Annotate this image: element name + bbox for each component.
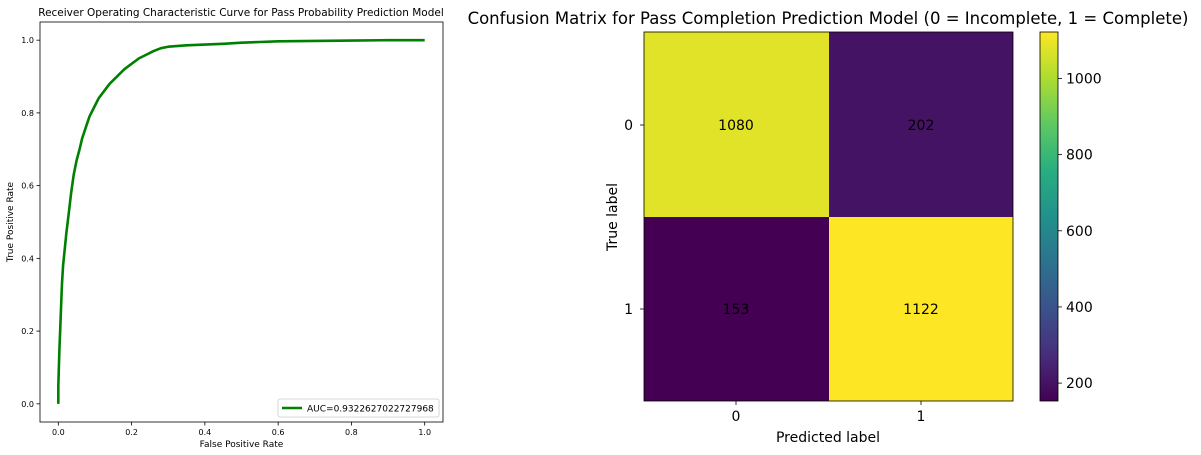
cm-x-axis-label: Predicted label bbox=[776, 430, 880, 446]
roc-x-ticks: 0.0 0.2 0.4 0.6 0.8 1.0 bbox=[52, 422, 431, 437]
roc-legend: AUC=0.9322627022727968 bbox=[277, 398, 440, 418]
cm-colorbar-tick-label: 1000 bbox=[1066, 71, 1102, 87]
roc-legend-box bbox=[277, 398, 440, 418]
cm-colorbar-tick-label: 400 bbox=[1066, 300, 1093, 316]
roc-x-tick-label: 0.6 bbox=[272, 428, 285, 437]
cm-y-ticks: 0 1 bbox=[624, 118, 644, 318]
roc-chart: Receiver Operating Characteristic Curve … bbox=[6, 7, 444, 450]
roc-y-tick-label: 0.6 bbox=[21, 182, 34, 191]
cm-cell-value-true1-pred0: 153 bbox=[723, 302, 750, 318]
cm-cell-value-true0-pred0: 1080 bbox=[718, 118, 754, 134]
roc-x-tick-label: 0.4 bbox=[198, 428, 211, 437]
roc-y-tick-label: 0.2 bbox=[21, 327, 34, 336]
roc-x-tick-label: 0.8 bbox=[345, 428, 358, 437]
cm-colorbar-tick-label: 200 bbox=[1066, 376, 1093, 392]
roc-y-tick-label: 0.0 bbox=[21, 400, 34, 409]
roc-y-tick-label: 0.4 bbox=[21, 254, 34, 263]
cm-plot-frame bbox=[643, 31, 1014, 402]
cm-cell-true1-pred0 bbox=[644, 217, 829, 401]
cm-x-tick-label: 0 bbox=[732, 409, 741, 425]
cm-x-tick-label: 1 bbox=[917, 409, 926, 425]
cm-cell-true1-pred1 bbox=[829, 217, 1013, 401]
cm-cell-true0-pred0 bbox=[644, 32, 829, 217]
cm-colorbar-gradient bbox=[1039, 31, 1059, 402]
cm-colorbar: 200 400 600 800 1000 bbox=[1039, 31, 1102, 402]
roc-legend-label: AUC=0.9322627022727968 bbox=[307, 405, 434, 415]
roc-plot-frame bbox=[39, 21, 444, 423]
roc-title: Receiver Operating Characteristic Curve … bbox=[38, 7, 444, 19]
cm-y-axis-label: True label bbox=[605, 183, 621, 252]
cm-colorbar-tick-label: 800 bbox=[1066, 148, 1093, 164]
cm-colorbar-tick-label: 600 bbox=[1066, 224, 1093, 240]
cm-cell-value-true0-pred1: 202 bbox=[908, 118, 935, 134]
cm-cell-value-true1-pred1: 1122 bbox=[903, 302, 939, 318]
cm-colorbar-ticks: 200 400 600 800 1000 bbox=[1058, 71, 1102, 392]
roc-y-axis-label: True Positive Rate bbox=[6, 181, 16, 263]
roc-x-axis-label: False Positive Rate bbox=[200, 440, 284, 450]
cm-y-tick-label: 0 bbox=[624, 118, 633, 134]
cm-y-tick-label: 1 bbox=[624, 302, 633, 318]
confusion-matrix-chart: Confusion Matrix for Pass Completion Pre… bbox=[468, 9, 1189, 446]
roc-curve-line bbox=[57, 38, 425, 404]
roc-x-tick-label: 0.0 bbox=[52, 428, 65, 437]
cm-title: Confusion Matrix for Pass Completion Pre… bbox=[468, 9, 1189, 28]
roc-x-tick-label: 1.0 bbox=[418, 428, 431, 437]
roc-x-tick-label: 0.2 bbox=[125, 428, 138, 437]
roc-y-tick-label: 1.0 bbox=[21, 36, 34, 45]
cm-x-ticks: 0 1 bbox=[732, 401, 926, 425]
roc-y-tick-label: 0.8 bbox=[21, 109, 34, 118]
cm-cell-true0-pred1 bbox=[829, 32, 1013, 217]
roc-y-ticks: 0.0 0.2 0.4 0.6 0.8 1.0 bbox=[21, 36, 40, 409]
